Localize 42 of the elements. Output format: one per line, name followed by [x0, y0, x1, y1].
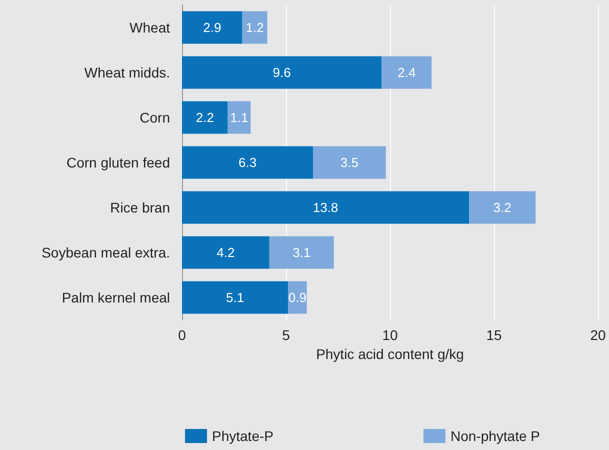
bar [242, 11, 268, 44]
bar [182, 281, 288, 314]
data-label: 1.1 [230, 110, 248, 125]
data-label: 13.8 [312, 200, 338, 215]
legend-label: Non-phytate P [450, 428, 540, 444]
data-label: 6.3 [238, 155, 257, 170]
bar [313, 146, 386, 179]
data-label: 1.2 [246, 20, 264, 35]
x-tick-label: 15 [486, 327, 502, 343]
x-tick-label: 20 [590, 327, 606, 343]
y-tick-label: Palm kernel meal [62, 290, 170, 306]
y-tick-label: Wheat [130, 20, 170, 36]
bar [228, 101, 251, 134]
data-label: 4.2 [216, 245, 235, 260]
data-label: 5.1 [226, 290, 244, 305]
y-tick-label: Corn [140, 110, 170, 126]
bar [182, 56, 382, 89]
data-label: 3.2 [493, 200, 512, 215]
data-label: 3.5 [340, 155, 358, 170]
bar [182, 11, 242, 44]
bar [182, 236, 270, 269]
x-tick-label: 0 [178, 327, 186, 343]
x-tick-label: 10 [382, 327, 398, 343]
legend-label: Phytate-P [212, 428, 274, 444]
x-tick-label: 5 [282, 327, 290, 343]
y-tick-label: Wheat midds. [84, 64, 170, 80]
bar [182, 146, 314, 179]
data-label: 9.6 [272, 65, 291, 80]
bar [269, 236, 334, 269]
x-axis-title: Phytic acid content g/kg [316, 346, 464, 362]
data-label: 2.9 [203, 20, 222, 35]
data-label: 2.4 [398, 65, 416, 80]
bar [469, 191, 536, 224]
data-label: 0.9 [288, 290, 306, 305]
bar [182, 101, 228, 134]
y-tick-label: Soybean meal extra. [42, 244, 170, 260]
data-label: 2.2 [196, 110, 214, 125]
bar [182, 191, 470, 224]
y-tick-label: Rice bran [110, 200, 170, 216]
y-tick-label: Corn gluten feed [66, 154, 170, 170]
bar [382, 56, 432, 89]
data-label: 3.1 [292, 245, 311, 260]
